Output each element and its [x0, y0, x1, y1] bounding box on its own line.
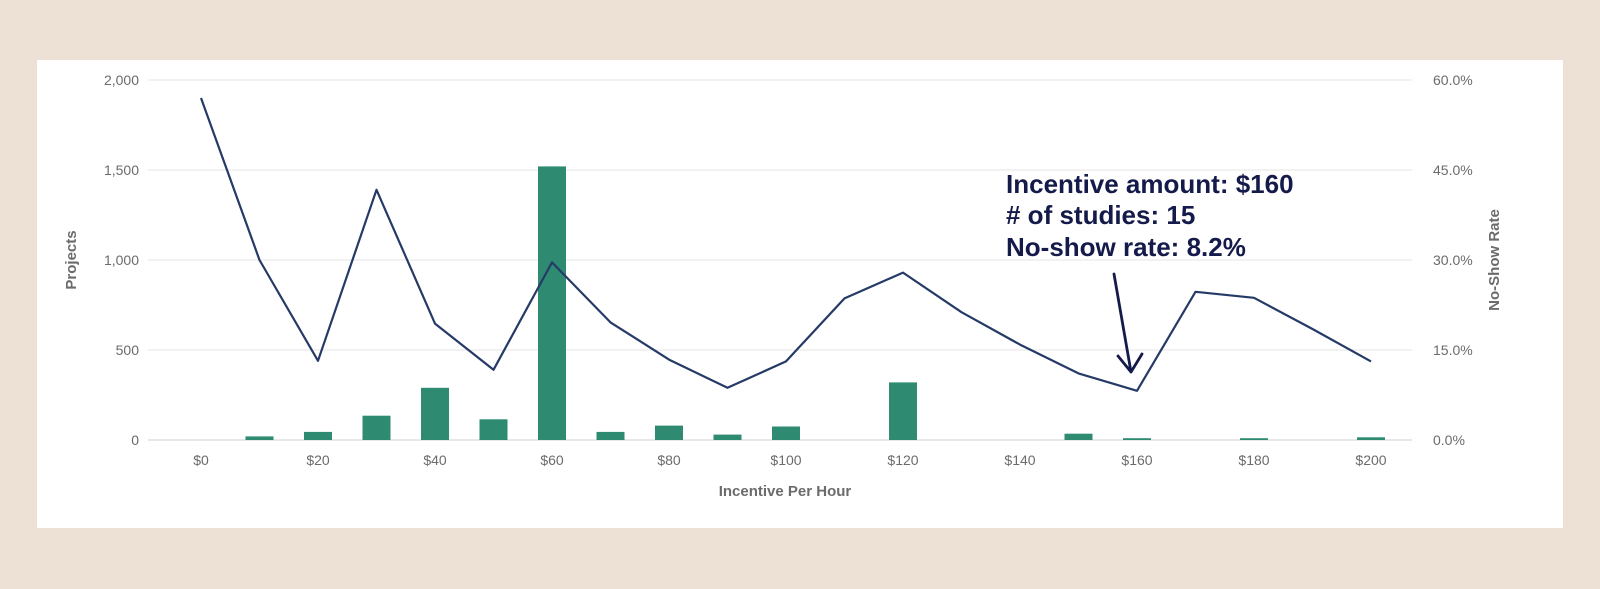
bar	[304, 431, 332, 440]
y-tick-label: 2,000	[104, 72, 139, 88]
bar	[596, 431, 625, 440]
x-axis-title: Incentive Per Hour	[719, 483, 852, 500]
bar	[1240, 438, 1268, 440]
chart-card	[37, 60, 1563, 528]
x-tick-label: $140	[1004, 452, 1035, 468]
annotation-line-amount: Incentive amount: $160	[1006, 169, 1294, 199]
bar-series-projects	[245, 166, 1385, 440]
y2-tick-label: 60.0%	[1433, 72, 1473, 88]
x-tick-label: $160	[1121, 452, 1152, 468]
y-axis-left-ticks: 0 500 1,000 1,500 2,000	[104, 72, 139, 448]
x-tick-label: $100	[770, 452, 801, 468]
bar	[1357, 437, 1385, 440]
line-series-no-show-rate	[199, 97, 1372, 392]
bar	[1123, 438, 1151, 440]
bar	[772, 426, 800, 440]
x-tick-label: $120	[887, 452, 918, 468]
x-axis-ticks: $0 $20 $40 $60 $80 $100 $120 $140 $160 $180 $200	[193, 452, 1387, 468]
y-tick-label: 1,500	[104, 162, 139, 178]
bar	[1064, 433, 1093, 440]
bar	[538, 166, 566, 440]
bar	[479, 419, 508, 440]
bar	[713, 434, 742, 440]
y2-tick-label: 30.0%	[1433, 252, 1473, 268]
bar	[421, 387, 449, 440]
y2-axis-title: No-Show Rate	[1486, 209, 1503, 311]
x-tick-label: $40	[423, 452, 447, 468]
gridlines	[148, 79, 1412, 441]
y-tick-label: 0	[131, 432, 139, 448]
x-tick-label: $0	[193, 452, 209, 468]
y-tick-label: 500	[116, 342, 140, 358]
x-tick-label: $60	[540, 452, 564, 468]
x-tick-label: $80	[657, 452, 681, 468]
x-tick-label: $20	[306, 452, 330, 468]
y2-tick-label: 45.0%	[1433, 162, 1473, 178]
bar	[245, 436, 274, 440]
y-axis-title: Projects	[63, 230, 80, 289]
annotation-line-rate: No-show rate: 8.2%	[1006, 232, 1246, 262]
no-show-rate-line	[199, 97, 1372, 392]
y2-tick-label: 0.0%	[1433, 432, 1465, 448]
bar	[655, 425, 683, 440]
x-tick-label: $180	[1238, 452, 1269, 468]
y-axis-right-ticks: 0.0% 15.0% 30.0% 45.0% 60.0%	[1433, 72, 1473, 448]
annotation-callout: Incentive amount: $160 # of studies: 15 …	[1006, 169, 1294, 374]
y2-tick-label: 15.0%	[1433, 342, 1473, 358]
bar	[889, 382, 917, 440]
annotation-arrow	[1112, 272, 1144, 374]
x-tick-label: $200	[1355, 452, 1386, 468]
annotation-line-studies: # of studies: 15	[1006, 200, 1195, 230]
bar	[362, 415, 391, 440]
y-tick-label: 1,000	[104, 252, 139, 268]
